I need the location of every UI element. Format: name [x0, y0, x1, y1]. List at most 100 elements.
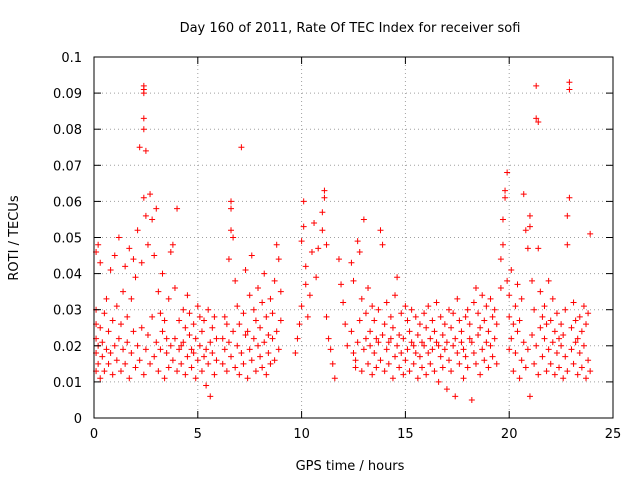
- data-point: [533, 115, 540, 122]
- data-point: [140, 115, 147, 122]
- data-point: [236, 371, 243, 378]
- data-point: [105, 360, 112, 367]
- data-point: [99, 339, 106, 346]
- y-tick-label: 0.02: [53, 340, 82, 355]
- data-point: [240, 310, 247, 317]
- data-point: [176, 346, 183, 353]
- data-point: [201, 353, 208, 360]
- x-tick-label: 20: [501, 427, 518, 442]
- data-point: [514, 328, 521, 335]
- data-point: [188, 346, 195, 353]
- data-point: [389, 324, 396, 331]
- data-point: [400, 335, 407, 342]
- data-point: [568, 346, 575, 353]
- data-point: [219, 335, 226, 342]
- data-point: [298, 303, 305, 310]
- data-point: [350, 277, 357, 284]
- data-point: [392, 292, 399, 299]
- data-point: [578, 364, 585, 371]
- data-point: [587, 230, 594, 237]
- data-point: [136, 357, 143, 364]
- data-point: [109, 371, 116, 378]
- data-point: [365, 360, 372, 367]
- data-point: [425, 350, 432, 357]
- data-point: [450, 310, 457, 317]
- data-point: [157, 310, 164, 317]
- data-point: [308, 248, 315, 255]
- data-point: [383, 299, 390, 306]
- data-point: [311, 220, 318, 227]
- data-point: [174, 368, 181, 375]
- data-point: [421, 342, 428, 349]
- data-point: [556, 335, 563, 342]
- data-point: [99, 353, 106, 360]
- data-point: [526, 393, 533, 400]
- data-point: [115, 234, 122, 241]
- data-point: [117, 368, 124, 375]
- data-point: [344, 342, 351, 349]
- data-point: [124, 339, 131, 346]
- data-point: [356, 248, 363, 255]
- data-point: [439, 364, 446, 371]
- data-point: [497, 256, 504, 263]
- data-point: [564, 212, 571, 219]
- data-point: [101, 368, 108, 375]
- data-point: [404, 346, 411, 353]
- data-point: [365, 285, 372, 292]
- data-point: [186, 310, 193, 317]
- data-point: [169, 241, 176, 248]
- data-point: [477, 324, 484, 331]
- data-point: [558, 321, 565, 328]
- data-point: [252, 317, 259, 324]
- data-point: [248, 252, 255, 259]
- data-point: [109, 317, 116, 324]
- data-point: [487, 342, 494, 349]
- data-point: [111, 342, 118, 349]
- data-point: [389, 375, 396, 382]
- data-point: [223, 368, 230, 375]
- data-point: [435, 342, 442, 349]
- data-point: [543, 368, 550, 375]
- data-point: [203, 382, 210, 389]
- data-point: [259, 364, 266, 371]
- data-point: [194, 357, 201, 364]
- data-point: [485, 364, 492, 371]
- y-tick-label: 0.04: [53, 268, 82, 283]
- data-point: [367, 342, 374, 349]
- data-point: [489, 353, 496, 360]
- data-point: [464, 364, 471, 371]
- data-point: [271, 357, 278, 364]
- data-point: [201, 317, 208, 324]
- data-point: [228, 198, 235, 205]
- data-point: [196, 342, 203, 349]
- data-point: [443, 386, 450, 393]
- data-point: [379, 331, 386, 338]
- y-tick-label: 0.07: [53, 159, 82, 174]
- data-point: [408, 306, 415, 313]
- data-point: [163, 335, 170, 342]
- data-point: [263, 371, 270, 378]
- data-point: [535, 118, 542, 125]
- data-point: [246, 292, 253, 299]
- data-point: [362, 335, 369, 342]
- data-point: [153, 205, 160, 212]
- data-point: [439, 331, 446, 338]
- data-point: [161, 317, 168, 324]
- data-point: [176, 317, 183, 324]
- data-point: [209, 350, 216, 357]
- data-point: [504, 169, 511, 176]
- data-point: [516, 375, 523, 382]
- data-point: [510, 368, 517, 375]
- data-point: [136, 144, 143, 151]
- data-point: [107, 266, 114, 273]
- data-point: [313, 274, 320, 281]
- data-point: [406, 368, 413, 375]
- data-point: [275, 256, 282, 263]
- data-point: [551, 328, 558, 335]
- data-point: [371, 350, 378, 357]
- data-point: [379, 241, 386, 248]
- data-point: [518, 357, 525, 364]
- data-point: [452, 393, 459, 400]
- data-point: [483, 303, 490, 310]
- data-point: [186, 331, 193, 338]
